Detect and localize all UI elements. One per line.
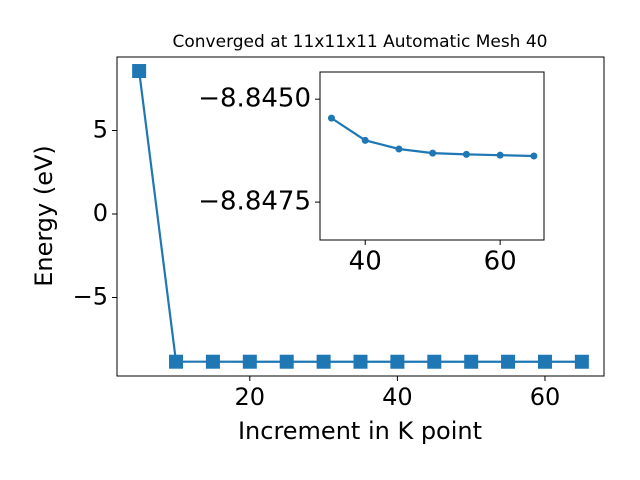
data-marker [327,114,335,122]
y-tick-label: −5 [73,283,108,311]
chart-title: Converged at 11x11x11 Automatic Mesh 40 [173,32,548,52]
data-marker [353,354,368,369]
data-marker [395,145,403,153]
x-tick-label: 20 [235,383,266,411]
data-marker [427,354,442,369]
x-tick-label: 40 [349,247,382,277]
data-marker [429,149,437,157]
data-marker [537,354,552,369]
x-axis-label: Increment in K point [238,417,482,445]
x-tick-label: 60 [530,383,561,411]
data-marker [361,136,369,144]
data-marker [169,354,184,369]
data-marker [132,64,147,79]
data-marker [574,354,589,369]
y-tick-label: 5 [93,115,108,143]
data-marker [496,151,504,159]
data-marker [530,152,538,160]
x-tick-label: 40 [382,383,413,411]
y-tick-label: −8.8475 [198,187,311,217]
data-marker [462,150,470,158]
data-marker [464,354,479,369]
data-marker [316,354,331,369]
data-marker [279,354,294,369]
x-tick-label: 60 [484,247,517,277]
data-marker [501,354,516,369]
y-tick-label: 0 [93,199,108,227]
y-tick-label: −8.8450 [198,84,311,114]
data-marker [205,354,220,369]
data-marker [390,354,405,369]
y-axis-label: Energy (eV) [30,145,58,287]
data-marker [242,354,257,369]
